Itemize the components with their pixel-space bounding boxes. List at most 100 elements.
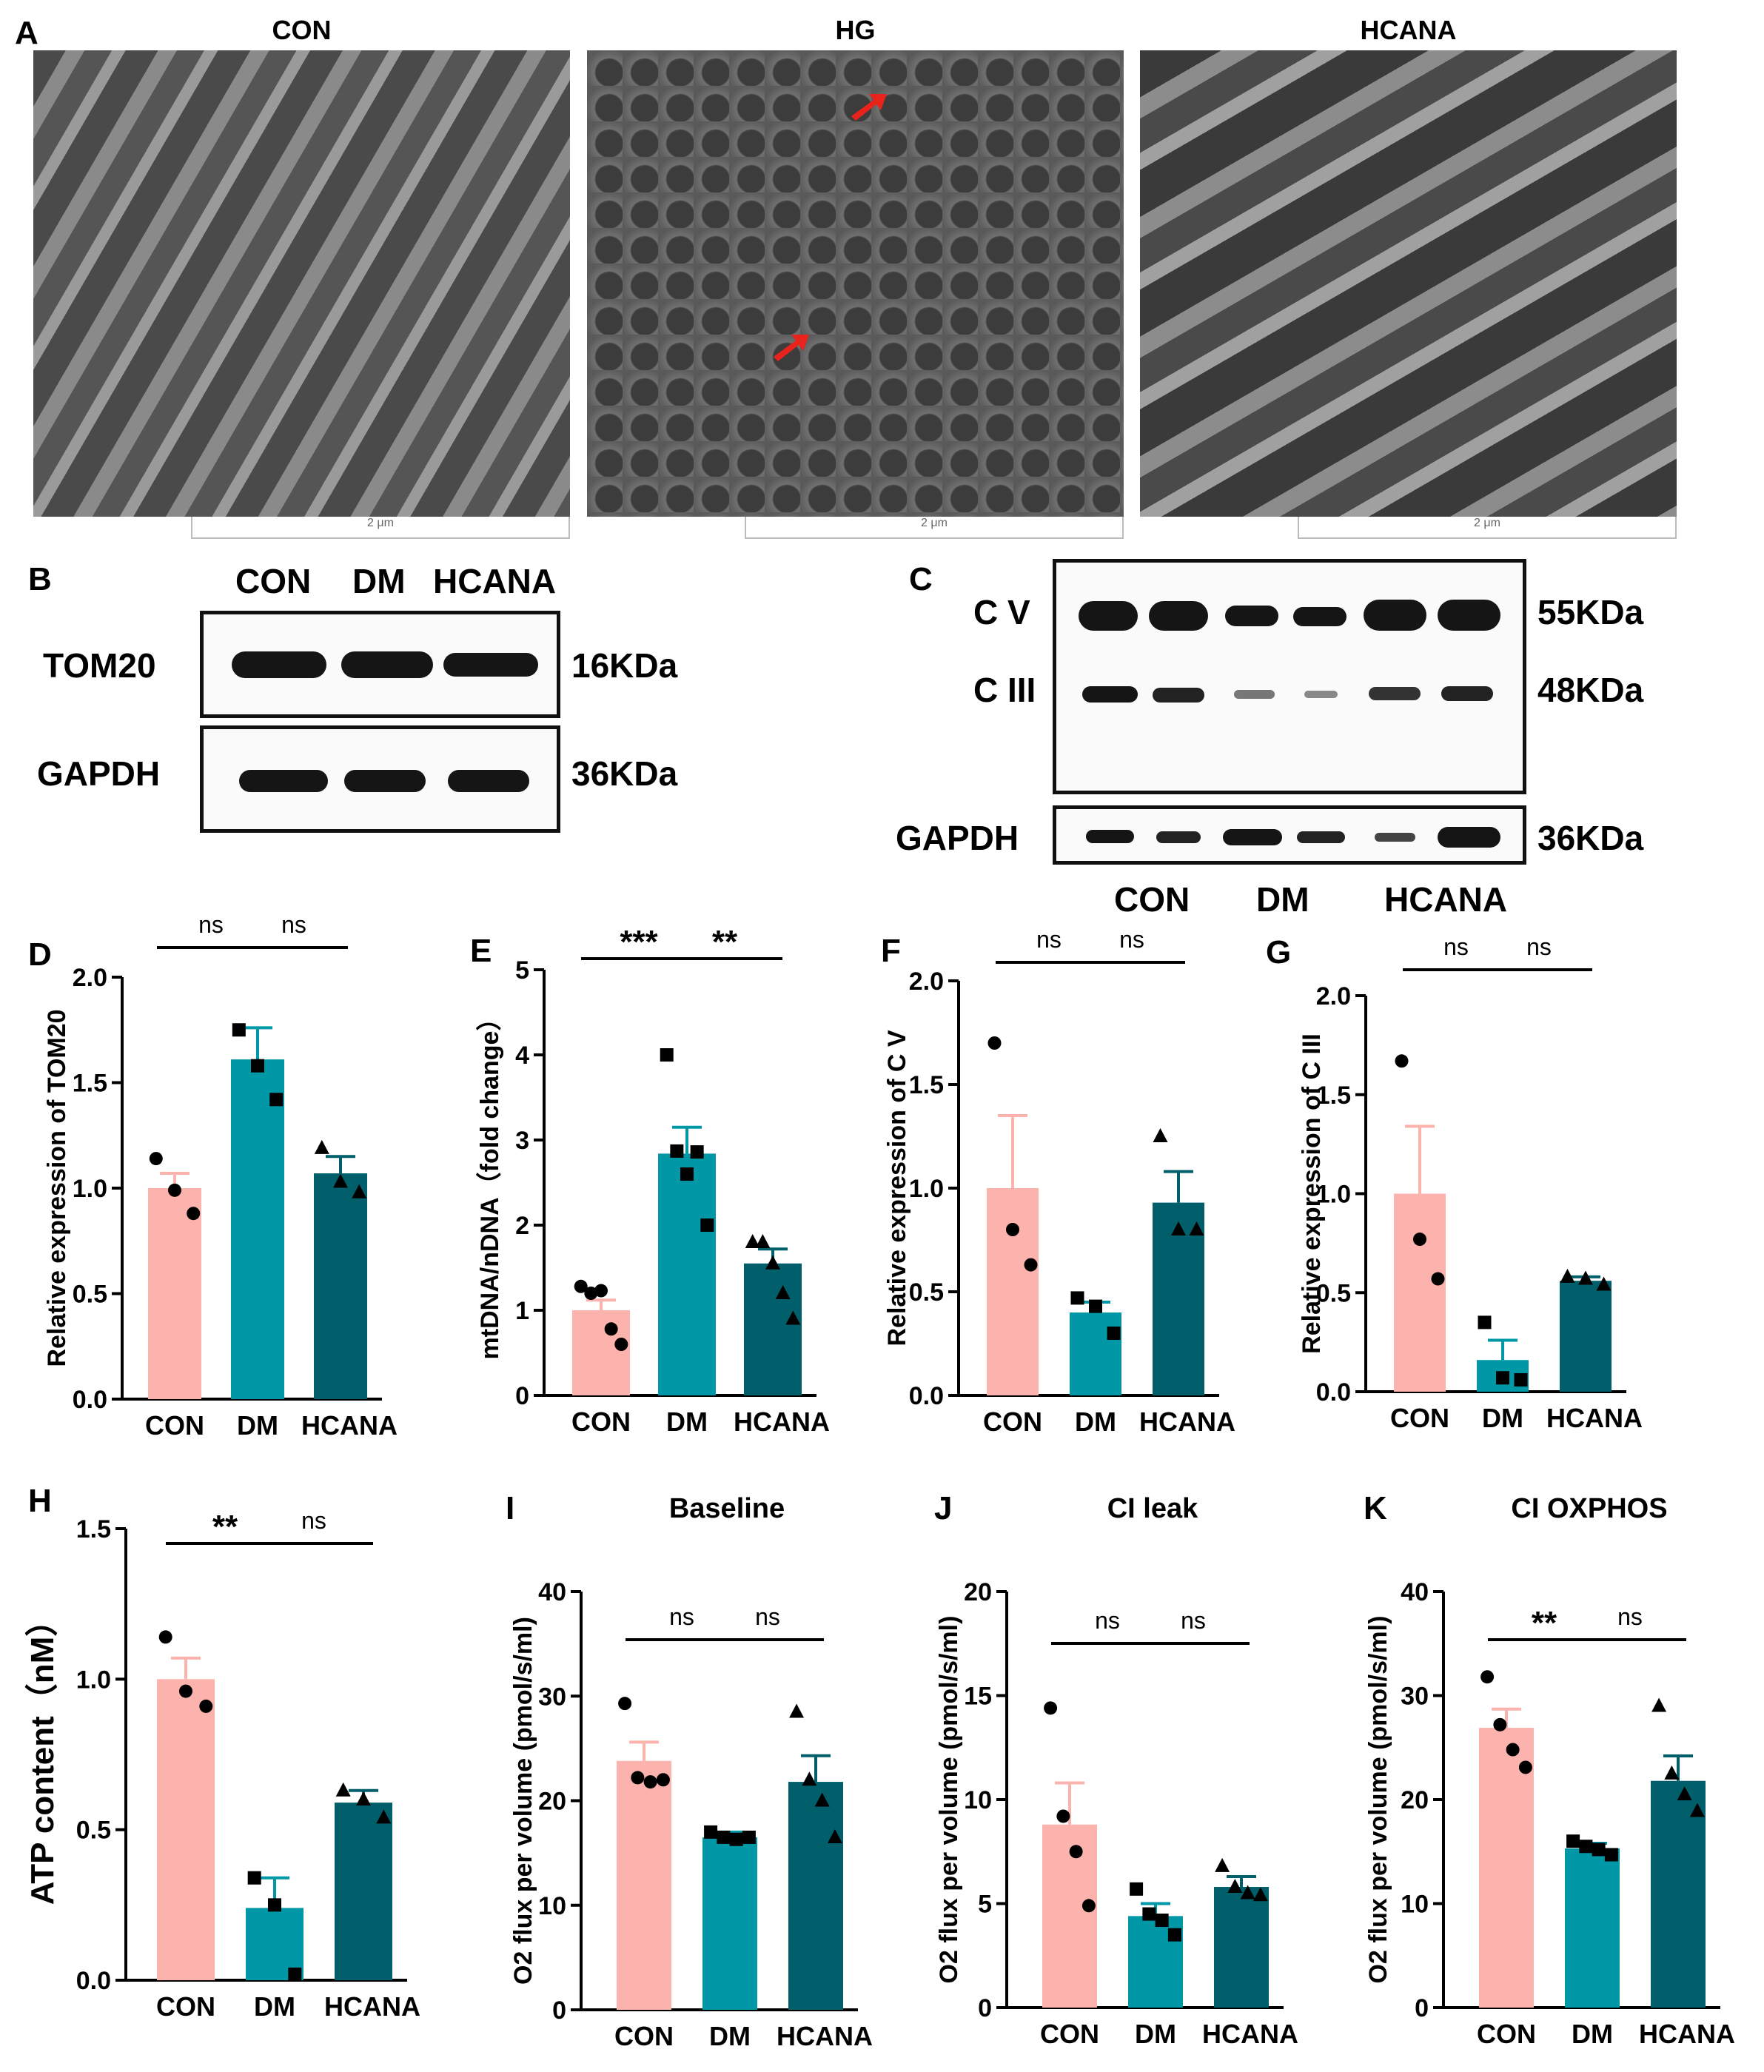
x-tick-label: HCANA xyxy=(1202,2019,1298,2049)
em-image-hcana xyxy=(1140,50,1677,517)
y-tick-label: 5 xyxy=(515,956,529,985)
chart-k: CI OXPHOS 0 10 20 30 40 O2 flux per volume (pm… xyxy=(1364,1493,1735,2049)
x-tick-label: DM xyxy=(254,1991,295,2022)
data-point xyxy=(1664,1765,1680,1780)
bar-dm xyxy=(231,1059,284,1399)
bar-con xyxy=(148,1188,201,1399)
em-image-hg xyxy=(587,50,1124,517)
data-point xyxy=(717,1830,731,1844)
data-point xyxy=(745,1234,760,1248)
data-point xyxy=(158,1630,172,1644)
x-tick-label: DM xyxy=(237,1410,278,1441)
x-tick-label: HCANA xyxy=(324,1991,420,2022)
x-tick-label: CON xyxy=(1390,1403,1449,1433)
significance-label: ns xyxy=(755,1603,780,1630)
x-tick-label: HCANA xyxy=(734,1407,830,1437)
data-point xyxy=(1044,1701,1058,1715)
data-point xyxy=(1167,1928,1181,1942)
x-tick-label: HCANA xyxy=(1546,1403,1643,1433)
x-tick-label: DM xyxy=(1482,1403,1523,1433)
data-point xyxy=(827,1828,842,1843)
blot-b-col-con: CON xyxy=(235,562,312,600)
y-tick-label: 0.0 xyxy=(76,1967,111,1995)
y-tick-label: 1.5 xyxy=(909,1071,944,1099)
significance-label: ns xyxy=(1095,1607,1120,1634)
data-point xyxy=(352,1184,367,1198)
data-point xyxy=(251,1059,264,1073)
blot-c-complexes xyxy=(1053,559,1526,794)
data-point xyxy=(1107,1327,1121,1340)
data-point xyxy=(618,1697,632,1711)
y-tick-label: 5 xyxy=(978,1891,992,1919)
scalebar: 2 μm xyxy=(745,517,1124,539)
bar-hcana xyxy=(335,1803,392,1980)
panel-label-e: E xyxy=(470,933,492,969)
blot-c-size-gapdh: 36KDa xyxy=(1537,819,1644,857)
significance-label: ** xyxy=(712,924,738,960)
data-point xyxy=(149,1152,163,1166)
y-tick-label: 1.0 xyxy=(909,1175,944,1203)
y-tick-label: 0.5 xyxy=(1316,1279,1351,1307)
blot-b-tom20 xyxy=(200,611,560,718)
significance-label: ns xyxy=(198,911,224,938)
em-image-con xyxy=(33,50,570,517)
data-point xyxy=(1480,1670,1495,1684)
data-point xyxy=(614,1338,628,1351)
data-point xyxy=(1596,1276,1612,1291)
panel-label-i: I xyxy=(506,1490,515,1526)
data-point xyxy=(1677,1786,1692,1800)
x-tick-label: CON xyxy=(145,1410,204,1441)
data-point xyxy=(755,1234,771,1248)
blot-b-gapdh xyxy=(200,725,560,833)
data-point xyxy=(356,1791,371,1806)
data-point xyxy=(1171,1221,1186,1236)
y-axis-label: Relative expression of C III xyxy=(1298,1033,1326,1354)
x-tick-label: CON xyxy=(983,1407,1042,1437)
data-point xyxy=(187,1207,201,1221)
bar-hcana xyxy=(314,1173,367,1399)
x-tick-label: CON xyxy=(614,2021,674,2051)
y-tick-label: 2 xyxy=(515,1212,529,1240)
bar-hcana xyxy=(788,1782,843,2010)
significance-label: ns xyxy=(1181,1607,1206,1634)
blot-b-size-tom20: 16KDa xyxy=(571,646,678,685)
bar-con xyxy=(987,1188,1039,1395)
data-point xyxy=(179,1684,192,1698)
blot-b-row-gapdh: GAPDH xyxy=(37,754,161,793)
data-point xyxy=(1518,1760,1532,1774)
bar-dm xyxy=(702,1837,757,2010)
y-tick-label: 0.5 xyxy=(909,1278,944,1307)
bar-con xyxy=(1042,1824,1097,2008)
data-point xyxy=(1069,1845,1083,1859)
significance-label: ns xyxy=(1119,926,1144,953)
data-point xyxy=(268,1898,281,1912)
y-axis-label: mtDNA/nDNA（fold change） xyxy=(475,1006,504,1360)
panel-label-c: C xyxy=(909,561,933,597)
data-point xyxy=(1130,1882,1144,1896)
data-point xyxy=(789,1703,805,1718)
y-axis-label: Relative expression of TOM20 xyxy=(43,1009,71,1367)
x-tick-label: DM xyxy=(709,2021,751,2051)
data-point xyxy=(1070,1291,1084,1305)
chart-h: 0.0 0.5 1.0 1.5 ATP content（nM） CON DM HCANA ** n… xyxy=(24,1507,420,2022)
data-point xyxy=(1189,1221,1204,1236)
data-point xyxy=(1215,1857,1230,1872)
data-point xyxy=(269,1093,284,1107)
y-tick-label: 20 xyxy=(964,1578,992,1606)
data-point xyxy=(314,1139,329,1154)
data-point xyxy=(1493,1717,1507,1731)
bar-hcana xyxy=(1214,1887,1269,2008)
data-point xyxy=(704,1825,718,1839)
data-point xyxy=(656,1773,670,1787)
bar-dm xyxy=(1565,1848,1620,2008)
panel-label-k: K xyxy=(1364,1490,1387,1526)
blot-c-group-con: CON xyxy=(1114,880,1190,919)
y-tick-label: 0.0 xyxy=(73,1386,107,1414)
bar-con xyxy=(617,1760,671,2010)
scalebar: 2 μm xyxy=(191,517,570,539)
x-tick-label: DM xyxy=(666,1407,708,1437)
data-point xyxy=(1506,1743,1520,1757)
panel-label-h: H xyxy=(28,1483,52,1519)
x-tick-label: HCANA xyxy=(777,2021,873,2051)
